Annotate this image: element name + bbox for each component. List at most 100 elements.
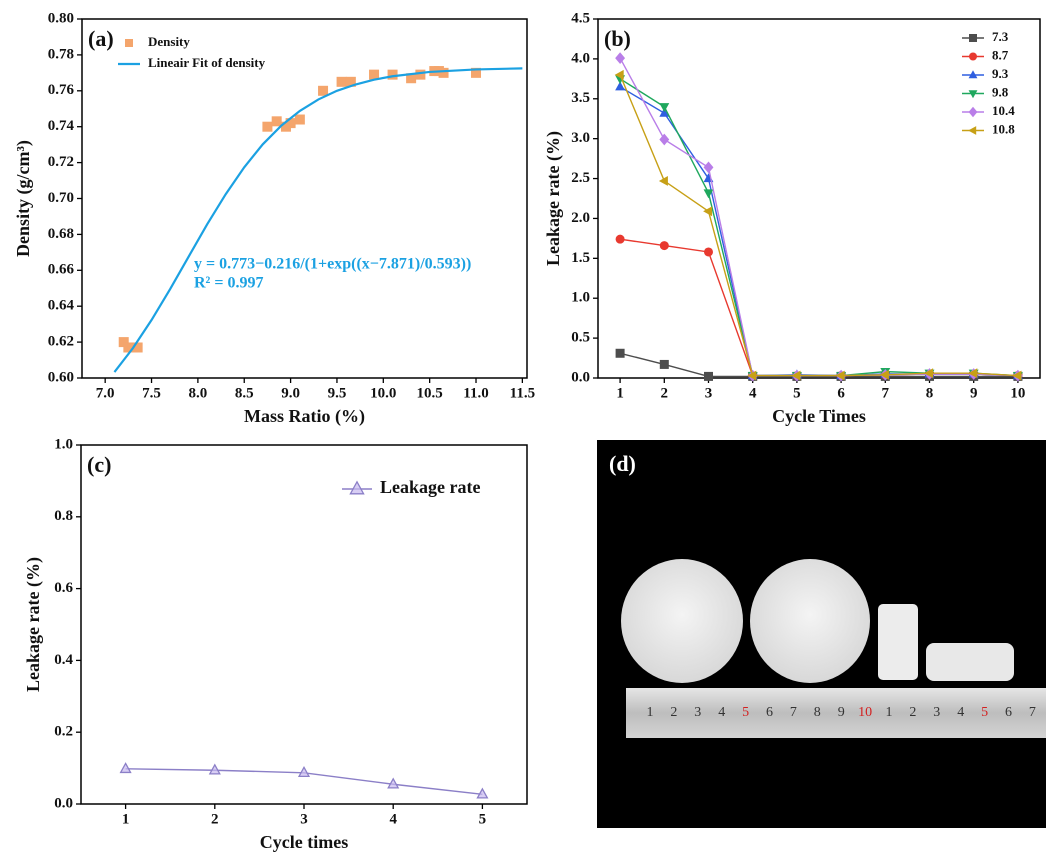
y-tick-label: 0.76 [48,82,75,98]
x-tick-label: 9.5 [328,385,347,401]
x-tick-label: 3 [300,811,308,827]
chart-panel: 1 2 3 4 5 0.0 0.2 0.4 0.6 0.8 1.0 Cycle times Leakag… [23,436,528,852]
ruler-label: 5 [742,705,749,720]
y-tick-label: 3.5 [571,90,590,106]
marker [318,85,329,96]
x-tick-label: 6 [837,385,845,401]
marker [615,81,626,91]
y-tick-label: 0.0 [54,795,73,811]
marker [387,777,400,789]
marker [704,247,713,257]
legend-marker [969,34,977,42]
series-line [619,74,1018,377]
ruler-label: 2 [909,705,916,720]
x-tick-label: 9.0 [281,385,300,401]
marker [285,118,296,129]
y-tick-label: 4.0 [571,50,590,66]
y-tick-label: 0.68 [48,226,74,242]
x-tick-label: 4 [749,385,757,401]
y-tick-label: 4.5 [571,10,590,26]
ruler-label: 1 [647,705,654,720]
x-tick-label: 10.0 [370,385,396,401]
legend-marker [968,126,977,135]
ruler-label: 6 [1005,705,1012,720]
marker [438,67,449,78]
ruler-label: 9 [838,705,845,720]
marker [659,103,670,113]
y-tick-label: 3.0 [571,130,590,146]
legend-marker [125,39,133,47]
marker [132,342,143,353]
plot-frame [597,18,1041,379]
x-tick-label: 8 [926,385,934,401]
marker [659,107,670,117]
ruler-label: 6 [766,705,773,720]
photo-panel: (d) [597,440,1046,828]
x-tick-label: 2 [661,385,669,401]
y-tick-label: 2.0 [571,210,590,226]
marker [659,359,669,369]
x-tick-label: 8.0 [189,385,208,401]
marker [968,368,978,379]
marker [387,69,398,80]
marker [262,121,273,132]
marker [297,766,311,778]
disc-sample [750,559,870,683]
marker [703,161,714,174]
disc-sample [621,559,743,683]
cylinder-sample [926,643,1014,681]
y-tick-label: 0.64 [48,298,75,314]
legend-label: 7.3 [992,29,1009,44]
marker [659,241,669,251]
x-tick-label: 2 [211,811,219,827]
panel-label: (a) [88,26,114,51]
legend-marker [349,480,365,495]
panel-label: (b) [604,26,631,51]
marker [835,370,845,381]
x-tick-label: 11.0 [463,385,488,401]
y-tick-label: 0.80 [48,10,74,26]
marker [476,787,489,799]
legend-label: 8.7 [992,47,1009,62]
y-tick-label: 0.2 [54,724,73,740]
marker [659,133,670,146]
ruler-label: 3 [933,705,940,720]
ruler-label: 8 [814,705,821,720]
y-tick-label: 2.5 [571,170,590,186]
x-tick-label: 3 [705,385,713,401]
legend-label: 10.4 [992,103,1015,118]
y-axis-label: Leakage rate (%) [543,131,564,266]
series-line [619,57,1018,377]
y-tick-label: 0.74 [48,118,75,134]
x-tick-label: 1 [122,811,130,827]
ruler-label: 4 [957,705,964,720]
ruler-label: 5 [981,705,988,720]
ruler [626,688,1046,738]
ruler-label: 2 [670,705,677,720]
x-tick-label: 1 [616,385,624,401]
marker [747,370,757,381]
legend-label: 9.8 [992,84,1009,99]
ruler-label: 1 [886,705,893,720]
ruler-label: 3 [694,705,701,720]
marker [415,69,426,80]
y-tick-label: 0.6 [54,580,73,596]
y-tick-label: 0.8 [54,508,73,524]
chart-panel: 7.0 7.5 8.0 8.5 9.0 9.5 10.0 10.5 11.0 11.5 0.60 0.… [13,10,535,427]
series-line [619,352,1018,378]
x-tick-label: 5 [793,385,801,401]
series-line [113,67,523,373]
marker [615,234,625,244]
legend-marker [968,90,978,99]
y-tick-label: 0.4 [54,652,73,668]
marker [703,189,714,199]
marker [336,76,347,87]
x-axis-label: Cycle Times [772,406,866,426]
ruler-label: 7 [790,705,797,720]
marker [704,371,713,381]
y-tick-label: 0.60 [48,369,74,385]
marker [271,116,282,127]
y-tick-label: 1.0 [571,290,590,306]
plot-frame [80,444,528,805]
